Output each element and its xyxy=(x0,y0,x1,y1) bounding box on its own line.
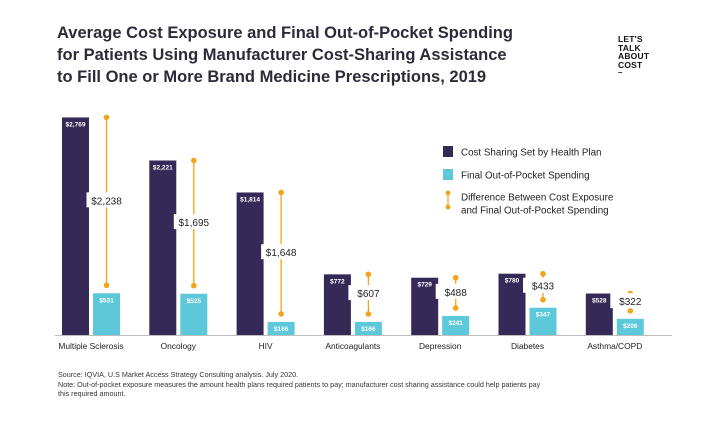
difference-label-multiple-sclerosis: $2,238 xyxy=(91,196,122,207)
logo-line-3: ABOUT xyxy=(618,51,650,61)
logo-line-2: TALK xyxy=(618,42,641,53)
out-of-pocket-label-asthma-copd: $206 xyxy=(623,323,638,330)
cost-sharing-bar-asthma-copd xyxy=(585,293,613,335)
category-label-anticoagulants: Anticoagulants xyxy=(325,341,380,351)
difference-dot-top-multiple-sclerosis xyxy=(103,114,110,121)
difference-dot-top-oncology xyxy=(191,157,197,164)
category-label-depression: Depression xyxy=(419,341,462,351)
difference-label-depression: $488 xyxy=(445,288,468,299)
title-line-2: for Patients Using Manufacturer Cost-Sha… xyxy=(57,46,507,64)
out-of-pocket-label-hiv: $166 xyxy=(274,326,289,333)
cost-sharing-label-diabetes: $780 xyxy=(505,278,520,285)
cost-sharing-label-oncology: $2,221 xyxy=(153,164,173,171)
legend-1-label-line-1: Cost Sharing Set by Health Plan xyxy=(461,148,602,159)
category-label-hiv: HIV xyxy=(259,341,273,351)
cost-sharing-label-depression: $729 xyxy=(417,282,432,289)
difference-label-asthma-copd: $322 xyxy=(619,297,642,308)
footnote-line-1: Note: Out-of-pocket exposure measures th… xyxy=(58,379,541,389)
difference-label-bg-oncology xyxy=(173,214,214,230)
difference-label-diabetes: $433 xyxy=(532,282,555,293)
difference-dot-bottom-oncology xyxy=(191,282,197,289)
legend-2-swatch xyxy=(443,169,453,180)
difference-label-anticoagulants: $607 xyxy=(357,289,380,300)
category-label-asthma-copd: Asthma/COPD xyxy=(587,341,642,351)
difference-dot-bottom-hiv xyxy=(278,311,284,317)
difference-label-bg-asthma-copd xyxy=(610,293,651,309)
title-line-3: to Fill One or More Brand Medicine Presc… xyxy=(57,68,487,86)
legend-2-label-line-1: Final Out-of-Pocket Spending xyxy=(461,171,590,182)
footnote-line-2: this required amount. xyxy=(58,389,126,398)
cost-sharing-bar-oncology xyxy=(149,160,177,335)
out-of-pocket-label-depression: $241 xyxy=(448,320,463,327)
legend-1-swatch xyxy=(443,146,453,157)
difference-dot-top-depression xyxy=(452,274,459,281)
out-of-pocket-bar-anticoagulants xyxy=(354,321,382,335)
cost-sharing-bar-depression xyxy=(411,277,439,335)
difference-dot-bottom-asthma-copd xyxy=(627,308,634,314)
difference-dot-top-anticoagulants xyxy=(365,271,372,278)
legend-3-label-line-2: and Final Out-of-Pocket Spending xyxy=(461,206,609,217)
out-of-pocket-label-multiple-sclerosis: $531 xyxy=(99,297,114,304)
cost-sharing-label-hiv: $1,814 xyxy=(240,196,260,203)
out-of-pocket-bar-depression xyxy=(442,316,470,335)
legend-3-dumbbell-top xyxy=(445,190,451,196)
difference-dot-bottom-multiple-sclerosis xyxy=(103,282,110,289)
difference-dot-top-hiv xyxy=(278,189,284,196)
source-note: Source: IQVIA, U.S Market Access Strateg… xyxy=(58,370,299,379)
cost-sharing-label-anticoagulants: $772 xyxy=(330,278,345,285)
difference-dot-top-diabetes xyxy=(540,270,546,277)
difference-label-bg-diabetes xyxy=(523,277,563,293)
cost-sharing-label-asthma-copd: $528 xyxy=(592,298,607,305)
chart-footer: Source: IQVIA, U.S Market Access Strateg… xyxy=(58,370,678,399)
chart-title: Average Cost Exposure and Final Out-of-P… xyxy=(57,22,577,88)
difference-label-bg-depression xyxy=(435,283,476,299)
category-label-diabetes: Diabetes xyxy=(511,341,544,351)
legend-3-dumbbell-bottom xyxy=(445,204,451,210)
difference-label-oncology: $1,695 xyxy=(179,218,210,229)
difference-dot-bottom-depression xyxy=(452,305,459,311)
out-of-pocket-label-oncology: $525 xyxy=(187,298,202,305)
out-of-pocket-bar-diabetes xyxy=(529,307,557,335)
out-of-pocket-bar-multiple-sclerosis xyxy=(93,293,120,335)
out-of-pocket-label-diabetes: $347 xyxy=(536,312,551,319)
out-of-pocket-bar-asthma-copd xyxy=(616,318,644,335)
out-of-pocket-bar-oncology xyxy=(180,293,208,335)
difference-label-bg-hiv xyxy=(261,244,302,260)
logo-line-1: LET'S xyxy=(618,34,643,44)
difference-label-hiv: $1,648 xyxy=(266,248,297,259)
category-label-oncology: Oncology xyxy=(161,341,197,351)
difference-dot-bottom-diabetes xyxy=(540,296,546,303)
legend-3-label-line-1: Difference Between Cost Exposure xyxy=(461,193,614,204)
lets-talk-about-cost-logo: LET'S TALK ABOUT COST – xyxy=(618,35,664,78)
cost-sharing-bar-anticoagulants xyxy=(323,274,351,335)
difference-label-bg-multiple-sclerosis xyxy=(86,192,127,208)
out-of-pocket-bar-hiv xyxy=(267,321,295,335)
difference-label-bg-anticoagulants xyxy=(348,285,389,301)
title-line-1: Average Cost Exposure and Final Out-of-P… xyxy=(57,24,513,42)
difference-dot-bottom-anticoagulants xyxy=(365,311,372,317)
cost-sharing-label-multiple-sclerosis: $2,769 xyxy=(66,121,86,128)
cost-sharing-bar-hiv xyxy=(236,192,264,335)
category-label-multiple-sclerosis: Multiple Sclerosis xyxy=(58,341,123,351)
cost-sharing-bar-multiple-sclerosis xyxy=(62,117,89,335)
logo-speech-mark: – xyxy=(618,68,623,77)
logo-line-4: COST xyxy=(618,59,643,70)
cost-sharing-bar-diabetes xyxy=(498,273,526,335)
out-of-pocket-label-anticoagulants: $166 xyxy=(361,326,376,333)
